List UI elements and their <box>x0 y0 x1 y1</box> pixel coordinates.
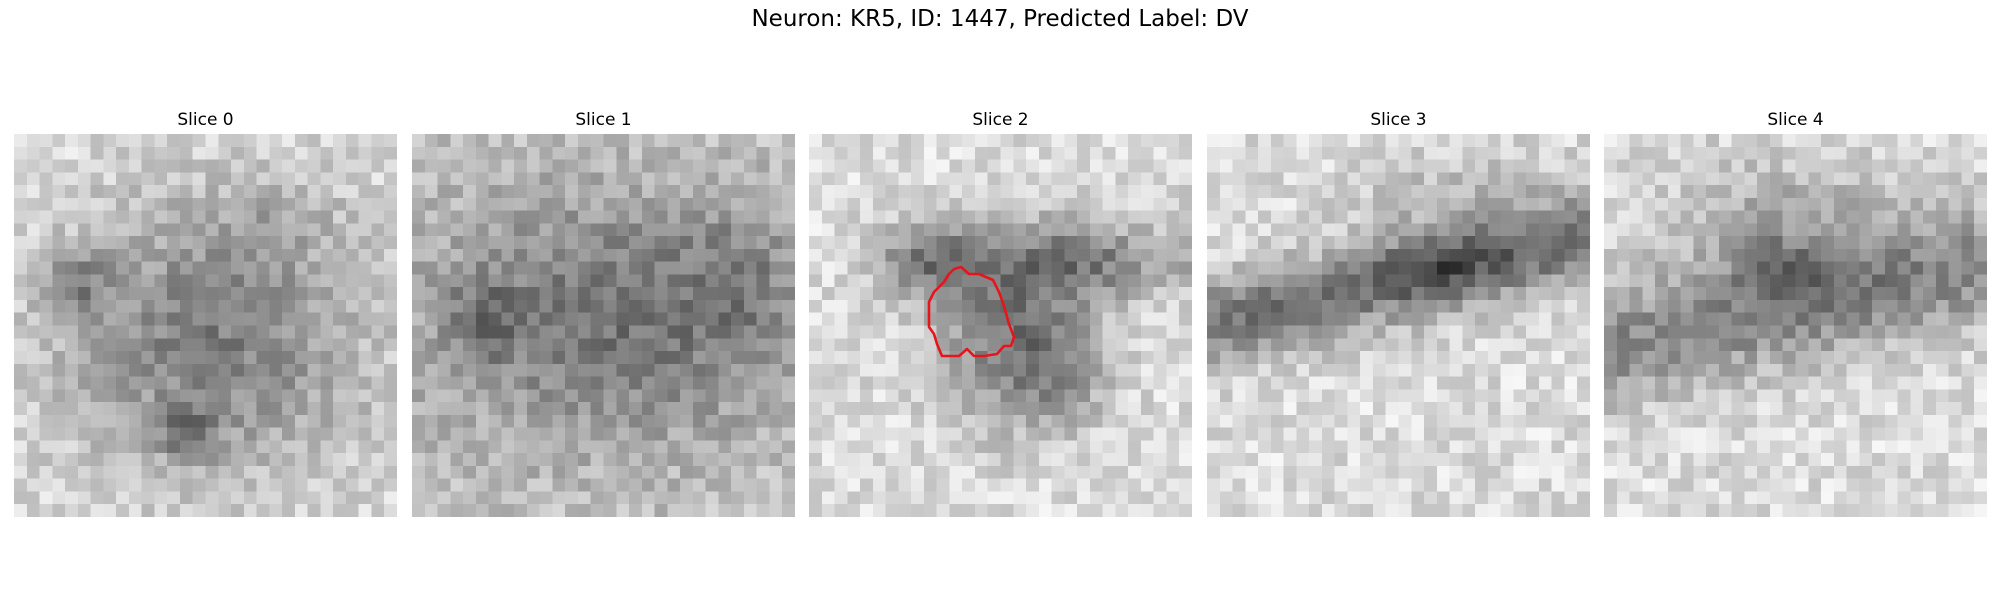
slice-panel-2: Slice 2 <box>809 108 1192 517</box>
slice-image <box>1207 134 1590 517</box>
slice-panel-1: Slice 1 <box>412 108 795 517</box>
slice-title: Slice 1 <box>575 110 632 130</box>
slice-panel-3: Slice 3 <box>1207 108 1590 517</box>
slice-title: Slice 4 <box>1767 110 1824 130</box>
slice-image <box>412 134 795 517</box>
slice-title: Slice 0 <box>177 110 234 130</box>
slice-image <box>1604 134 1987 517</box>
slice-panel-4: Slice 4 <box>1604 108 1987 517</box>
slice-title: Slice 3 <box>1370 110 1427 130</box>
slice-image <box>809 134 1192 517</box>
figure-title: Neuron: KR5, ID: 1447, Predicted Label: … <box>751 6 1249 32</box>
slice-title: Slice 2 <box>972 110 1029 130</box>
slice-panel-0: Slice 0 <box>14 108 397 517</box>
roi-contour <box>927 265 1016 358</box>
roi-contour-overlay <box>927 265 1016 358</box>
slice-image <box>14 134 397 517</box>
